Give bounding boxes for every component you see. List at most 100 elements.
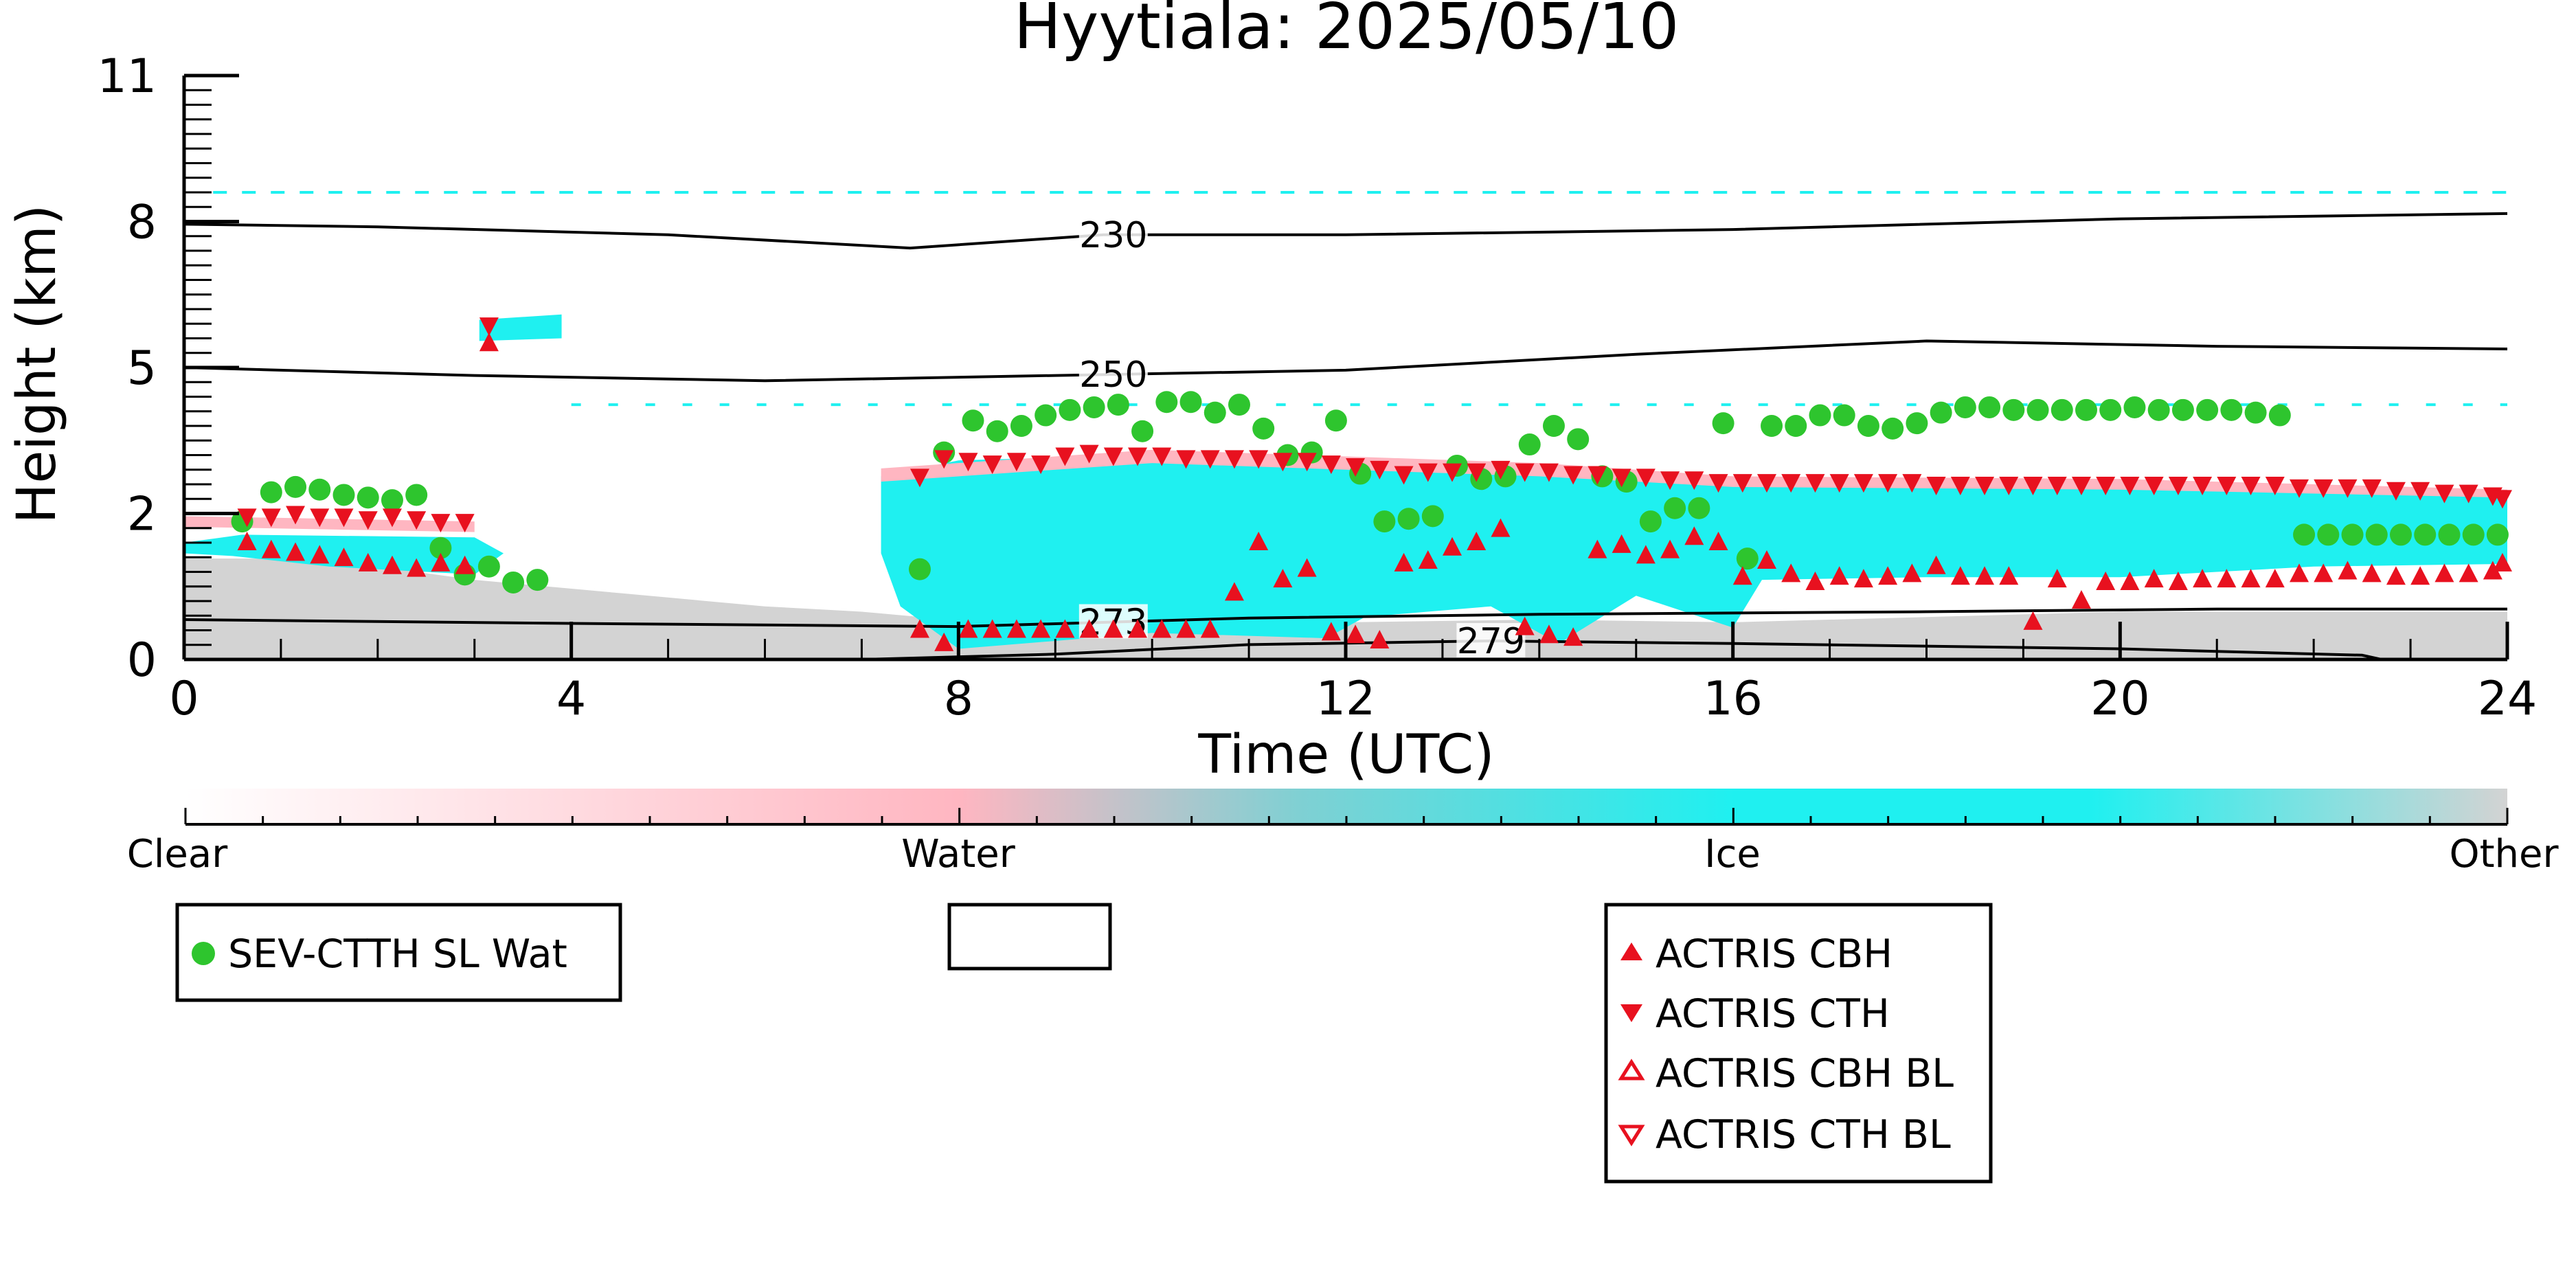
sev-point	[962, 409, 984, 432]
cth-point	[1708, 474, 1728, 493]
sev-point	[2317, 523, 2340, 546]
sev-point	[1373, 510, 1396, 533]
x-tick-labels: 0 4 8 12 16 20 24	[169, 672, 2537, 726]
sev-ctth-series	[231, 391, 2509, 594]
colorbar-label-water: Water	[901, 832, 1016, 877]
sev-point	[2438, 523, 2461, 546]
cth-point	[982, 455, 1002, 475]
sev-point	[2026, 398, 2049, 421]
cbh-point	[1370, 629, 1390, 648]
cbh-point	[1732, 566, 1752, 585]
legend-actris-frame	[1604, 903, 1993, 1184]
cth-point	[2492, 490, 2512, 509]
y-tick-label: 11	[97, 49, 157, 104]
sev-point	[2171, 398, 2194, 421]
sev-point	[2147, 398, 2170, 421]
cbh-point	[1636, 545, 1656, 564]
colorbar-label-clear: Clear	[127, 832, 228, 877]
cth-point	[1394, 466, 1414, 485]
sev-point	[429, 536, 452, 559]
cbh-point	[334, 547, 354, 567]
cth-point	[261, 508, 281, 528]
sev-point	[1978, 396, 2001, 418]
cth-point	[358, 511, 378, 530]
sev-point	[1010, 415, 1032, 437]
cth-point	[1443, 463, 1462, 482]
y-axis-label: Height (km)	[6, 205, 68, 524]
cbh-point	[1346, 624, 1366, 644]
cbh-point	[2459, 563, 2478, 583]
cbh-point	[1176, 619, 1196, 638]
cbh-point	[1756, 550, 1776, 569]
sev-point	[986, 420, 1008, 442]
sev-point	[2268, 404, 2291, 427]
ice-region-main	[881, 455, 2507, 649]
legend-empty	[947, 903, 1112, 971]
chart-title: Hyytiala: 2025/05/10	[1014, 0, 1680, 63]
cth-point	[310, 508, 330, 528]
x-tick-label: 12	[1316, 672, 1376, 726]
x-tick-label: 4	[556, 672, 586, 726]
sev-point	[1035, 404, 1057, 427]
sev-point	[1179, 391, 1202, 414]
cbh-point	[2362, 563, 2382, 583]
legend-cth-label: ACTRIS CTH	[1656, 991, 1890, 1037]
cbh-point	[2386, 566, 2406, 585]
cth-point	[1926, 477, 1946, 495]
sev-point	[2050, 398, 2073, 421]
cbh-point	[1853, 569, 1873, 588]
cth-point	[2241, 477, 2261, 495]
sev-point	[2075, 398, 2098, 421]
sev-point	[1252, 417, 1275, 440]
sev-point	[381, 489, 403, 512]
cth-point	[2168, 477, 2188, 495]
sev-point	[332, 484, 355, 506]
sev-point	[1906, 412, 1928, 435]
cbh-point	[382, 555, 402, 574]
cbh-point	[958, 619, 978, 638]
sev-point	[2462, 523, 2485, 546]
cth-point	[1321, 455, 1341, 475]
cbh-point	[2120, 571, 2140, 590]
cbh-point	[1999, 566, 2019, 585]
cth-point	[1878, 474, 1898, 493]
actris-cth-series	[237, 317, 2512, 533]
sev-point	[1664, 497, 1686, 519]
legend-cbh-marker	[1620, 942, 1642, 960]
y-tick-label: 5	[127, 341, 157, 396]
sev-point	[526, 569, 549, 591]
sev-point	[1059, 398, 1081, 421]
cbh-point	[1006, 619, 1026, 638]
sev-point	[1857, 415, 1879, 437]
cbh-point	[261, 539, 281, 558]
cbh-point	[1588, 539, 1607, 558]
cth-point	[1079, 444, 1099, 464]
cbh-point	[909, 619, 929, 638]
cth-point	[286, 506, 306, 525]
cbh-point	[455, 555, 475, 574]
cth-point	[1588, 466, 1607, 485]
cbh-point	[479, 332, 499, 352]
cbh-point	[1878, 566, 1898, 585]
sev-point	[1542, 415, 1565, 437]
cth-point	[1515, 463, 1535, 482]
cth-point	[1756, 474, 1776, 493]
cbh-point	[2492, 552, 2512, 572]
cth-point	[2023, 477, 2043, 495]
cth-point	[1297, 453, 1317, 472]
cth-point	[2434, 484, 2454, 504]
cbh-point	[1926, 555, 1946, 574]
axes	[182, 74, 2509, 662]
legend-sev-frame	[175, 903, 622, 1002]
cbh-point	[2096, 571, 2116, 590]
cbh-point	[2071, 590, 2091, 609]
cbh-point	[1249, 532, 1269, 550]
cth-point	[2265, 477, 2285, 495]
cth-point	[1103, 447, 1123, 466]
cth-point	[1031, 455, 1051, 475]
sev-point	[1809, 404, 1831, 427]
cbh-point	[1224, 582, 1244, 601]
cbh-point	[1612, 534, 1631, 553]
sev-point	[1518, 433, 1541, 456]
cth-point	[2071, 477, 2091, 495]
